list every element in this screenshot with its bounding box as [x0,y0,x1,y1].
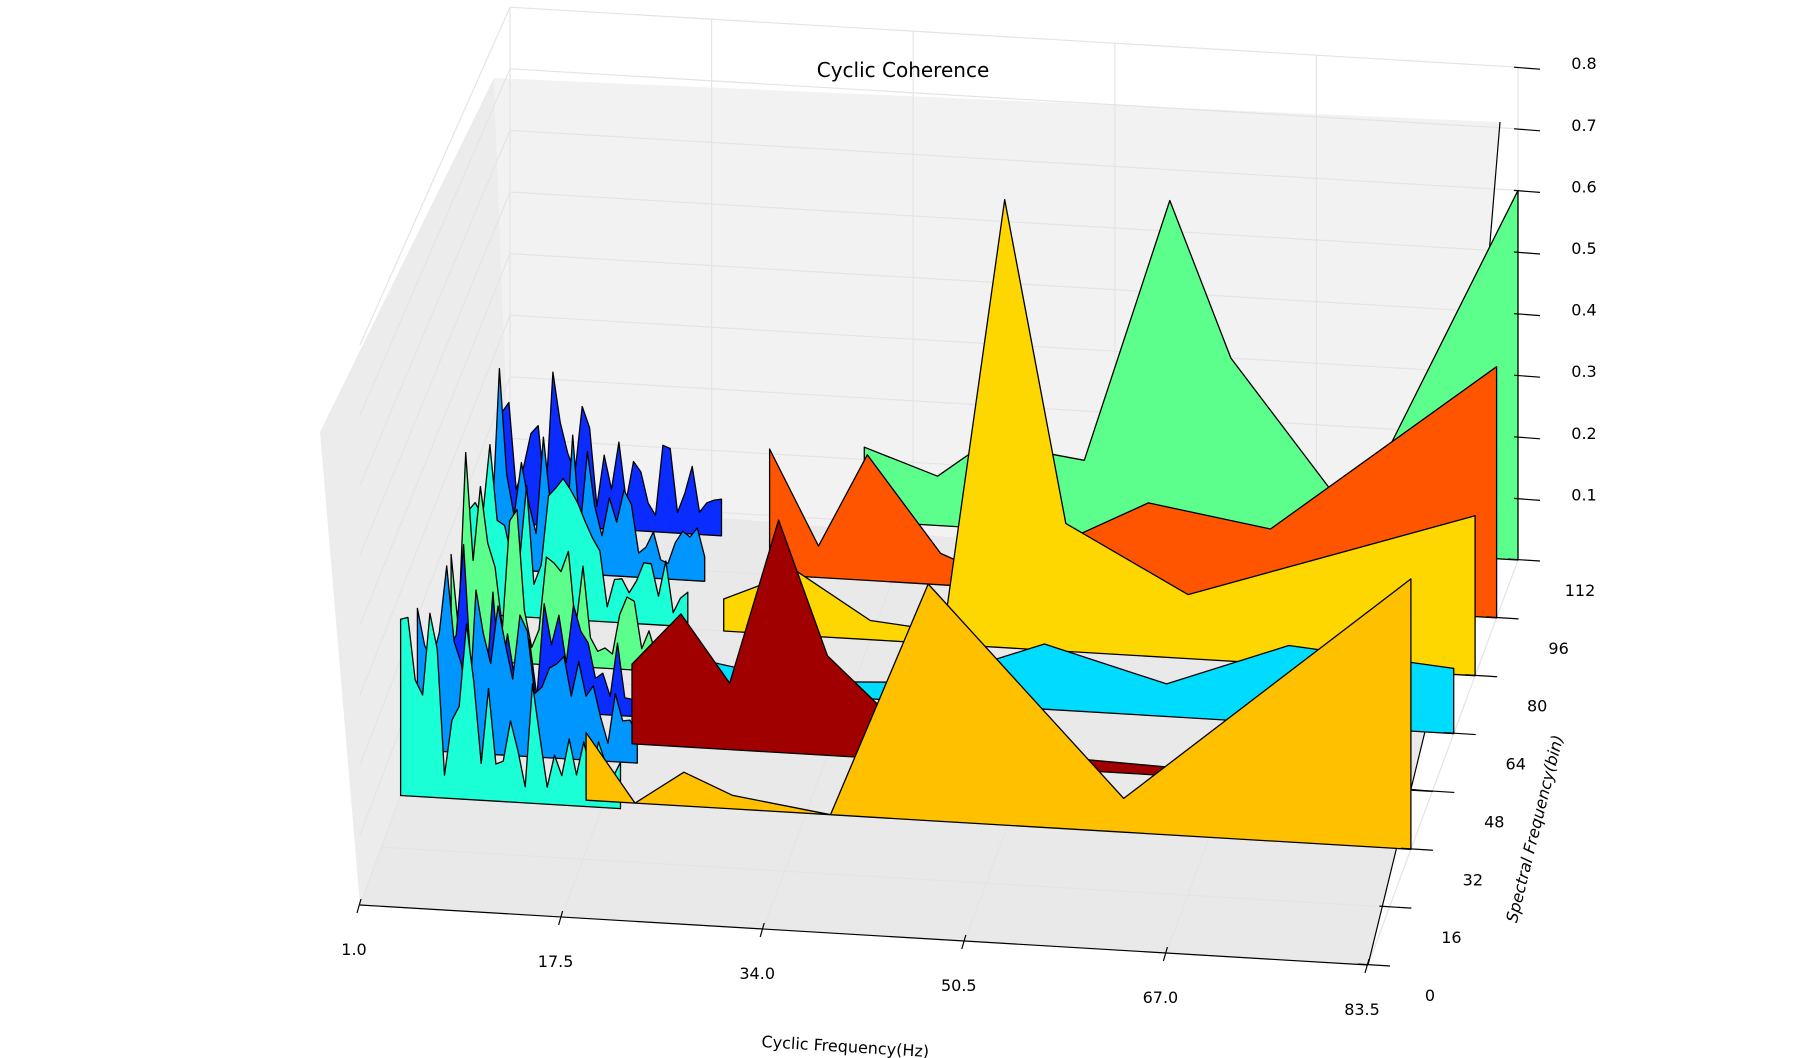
x-axis-line [359,904,1369,966]
x-tick [1364,958,1370,974]
z-tick-label: 0.8 [1571,54,1596,73]
x-tick-label: 67.0 [1143,988,1179,1007]
z-tick [1513,497,1541,501]
z-grid-line-left [359,191,511,556]
x-tick-label: 34.0 [739,964,775,983]
y-tick-label: 80 [1527,697,1547,716]
y-tick [1379,905,1412,909]
y-tick [1422,789,1455,794]
x-grid-line [1367,559,1519,966]
z-grid-line [509,6,1519,68]
x-axis-label: Cyclic Frequency(Hz) [761,1032,930,1058]
noise-strip [484,367,706,582]
y-tick-label: 96 [1548,639,1568,658]
z-tick-label: 0.5 [1571,239,1596,258]
z-tick-label: 0.2 [1571,424,1596,443]
z-tick [1513,436,1541,440]
y-tick-label: 0 [1425,986,1435,1005]
z-tick-label: 0.3 [1571,362,1596,381]
y-tick [1507,558,1541,562]
z-tick-label: 0.6 [1571,177,1596,196]
chart-title: Cyclic Coherence [817,58,990,82]
z-tick [1513,66,1541,70]
x-tick [356,898,362,914]
z-grid-line-left [359,314,511,696]
left-pane [320,78,510,905]
z-tick [1513,374,1541,378]
y-tick [1486,616,1519,620]
z-tick-label: 0.1 [1571,485,1596,504]
z-tick-label: 0.4 [1571,301,1596,320]
z-grid-line [509,68,1519,130]
y-tick [1465,674,1498,678]
z-grid-line-left [359,253,511,626]
x-tick [961,934,967,950]
dense-surface-region [399,367,723,810]
z-grid-line-left [359,6,511,346]
surface-plot [399,189,1519,850]
y-tick-label: 16 [1441,928,1461,947]
y-tick-label: 48 [1484,812,1504,831]
axis-ticks: 1.0 17.5 34.0 50.5 67.0 83.5 0 16 32 48 64 80 96 112 0… [341,54,1596,1019]
x-tick-label: 50.5 [941,976,977,995]
x-tick [558,910,564,926]
y-tick-label: 32 [1463,870,1483,889]
x-tick-label: 17.5 [538,952,574,971]
z-grid-line-left [359,130,511,486]
z-grid-line-left [359,376,511,766]
y-grid-line [381,846,1390,908]
x-tick-label: 83.5 [1344,1000,1380,1019]
z-tick [1513,313,1541,317]
z-tick [1513,251,1541,255]
y-tick-label: 64 [1506,755,1526,774]
z-tick [1513,128,1541,132]
z-grid-line-left [359,68,511,416]
z-grid-line [509,191,1519,253]
noise-strip [399,612,622,810]
z-tick [1513,189,1541,193]
y-tick [1400,847,1433,851]
z-grid-line [509,129,1519,191]
x-tick [759,922,765,938]
y-tick [1357,963,1391,967]
x-tick [1162,946,1168,962]
y-tick [1443,731,1476,736]
z-tick-label: 0.7 [1571,116,1596,135]
x-tick-label: 1.0 [341,940,366,959]
y-tick-label: 112 [1565,581,1596,600]
